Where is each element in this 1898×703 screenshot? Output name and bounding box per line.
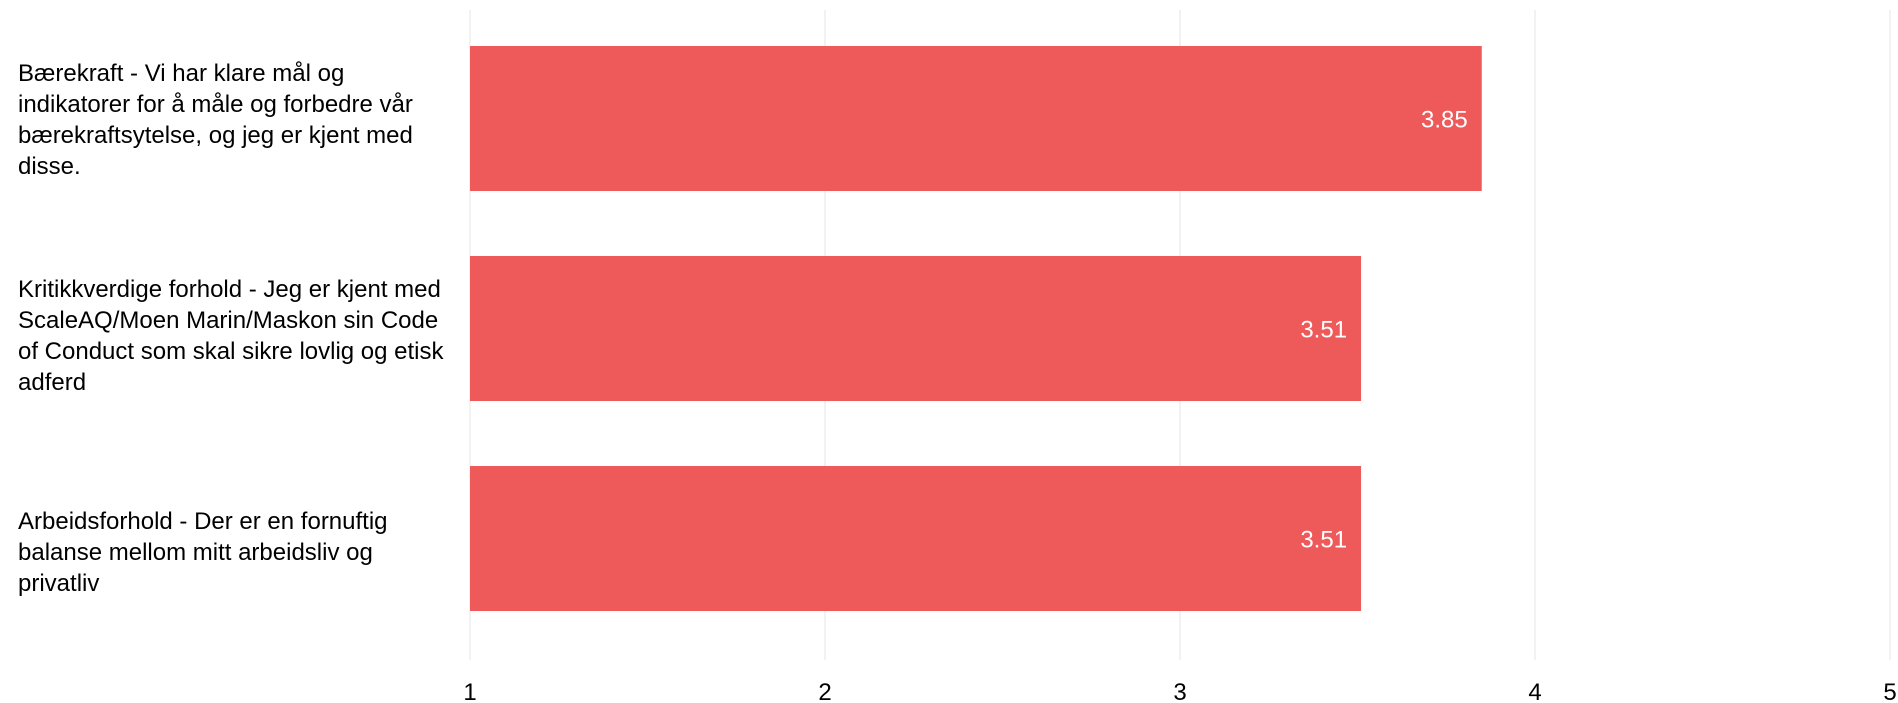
category-label-2: Kritikkverdige forhold - Jeg er kjent me… bbox=[18, 276, 444, 396]
x-tick-label-3: 3 bbox=[1173, 679, 1186, 703]
category-label-3: Arbeidsforhold - Der er en fornuftig bal… bbox=[18, 508, 388, 597]
x-tick-label-4: 4 bbox=[1528, 679, 1541, 703]
category-label-1: Bærekraft - Vi har klare mål og indikato… bbox=[18, 60, 413, 180]
bar-3 bbox=[470, 466, 1362, 611]
x-axis-ticks: 1 2 3 4 5 bbox=[463, 679, 1896, 703]
x-tick-label-5: 5 bbox=[1883, 679, 1896, 703]
value-labels: 3.85 3.51 3.51 bbox=[1300, 107, 1467, 554]
value-label-3: 3.51 bbox=[1300, 527, 1347, 554]
x-tick-label-2: 2 bbox=[818, 679, 831, 703]
value-label-2: 3.51 bbox=[1300, 317, 1347, 344]
bar-2 bbox=[470, 256, 1362, 401]
bar-1 bbox=[470, 46, 1482, 191]
bars bbox=[470, 46, 1482, 611]
value-label-1: 3.85 bbox=[1421, 107, 1468, 134]
x-tick-label-1: 1 bbox=[463, 679, 476, 703]
